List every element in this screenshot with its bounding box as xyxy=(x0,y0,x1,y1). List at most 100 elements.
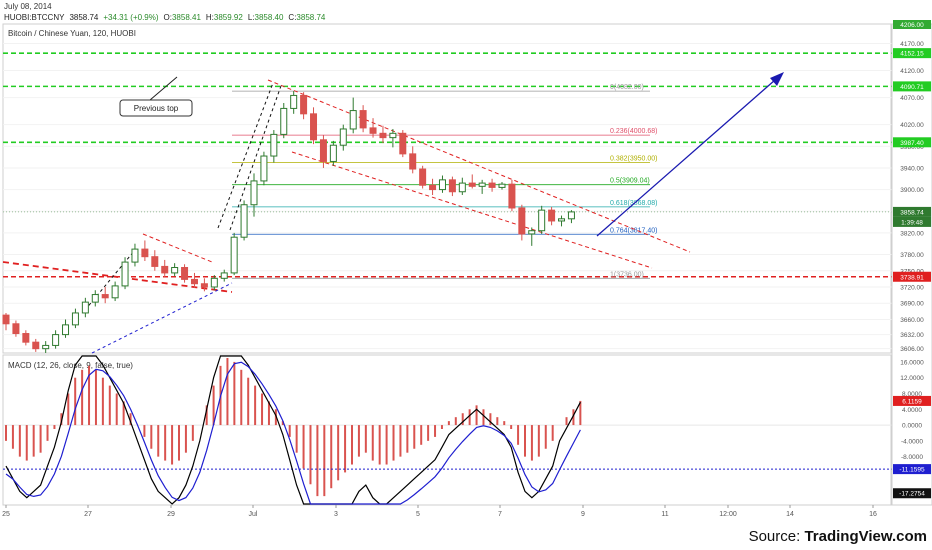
macd-value-tag xyxy=(893,464,931,475)
price-tick-label: 4070.00 xyxy=(900,95,924,102)
candle-body xyxy=(230,236,238,274)
level-price-tag xyxy=(893,137,931,148)
countdown-tag xyxy=(893,216,931,227)
trend-line xyxy=(291,151,653,269)
candle-body xyxy=(528,230,536,235)
candle-body xyxy=(81,301,89,314)
callout-box xyxy=(119,99,193,117)
price-tick-label: 3606.00 xyxy=(900,346,924,353)
price-tick-label: 3900.00 xyxy=(900,187,924,194)
level-price-tag xyxy=(893,81,931,92)
candle-body xyxy=(290,94,298,109)
candle-body xyxy=(300,94,308,115)
price-tick-label: 4120.00 xyxy=(900,68,924,75)
level-price-label: 3987.40 xyxy=(900,140,924,147)
candle-body xyxy=(349,110,357,130)
trend-line xyxy=(2,261,233,293)
level-price-label: 3738.91 xyxy=(900,274,924,281)
fib-level-label: 0.764(3817.40) xyxy=(610,227,657,234)
price-axis xyxy=(891,23,932,506)
macd-tick-label: 4.0000 xyxy=(902,407,922,414)
level-price-tag xyxy=(893,48,931,59)
macd-value-label: -11.1595 xyxy=(899,467,925,474)
candle-body xyxy=(369,127,377,134)
macd-tick-label: -4.0000 xyxy=(901,438,923,445)
trend-line xyxy=(142,233,213,263)
price-tick-label: 3980.00 xyxy=(900,144,924,151)
x-tick-label: 12:00 xyxy=(719,511,737,518)
candle-body xyxy=(538,209,546,232)
candle-body xyxy=(151,256,159,267)
candle-body xyxy=(250,180,258,206)
macd-value-label: 6.1159 xyxy=(902,398,922,405)
candle-body xyxy=(508,183,516,209)
candle-body xyxy=(548,209,556,222)
low-value: 3858.40 xyxy=(255,13,284,22)
last-price: 3858.74 xyxy=(69,13,98,22)
candle-body xyxy=(101,294,109,299)
candle-body xyxy=(220,272,228,279)
macd-value-tag xyxy=(893,488,931,499)
candle-body xyxy=(181,267,189,280)
callout-text: Previous top xyxy=(134,104,179,113)
fib-level-label: 0.382(3950.00) xyxy=(610,156,657,163)
price-tick-label: 4020.00 xyxy=(900,122,924,129)
candle-body xyxy=(458,182,466,193)
candle-body xyxy=(210,277,218,288)
candle-body xyxy=(71,312,79,326)
macd-tick-label: 12.0000 xyxy=(900,375,924,382)
candle-body xyxy=(319,139,327,162)
axis-top-box xyxy=(893,20,931,29)
axis-top-label: 4206.00 xyxy=(900,22,924,29)
x-tick-label: 16 xyxy=(869,511,877,518)
candle-body xyxy=(518,207,526,235)
candle-body xyxy=(280,107,288,135)
price-pane[interactable] xyxy=(2,23,892,354)
macd-tick-label: 0.0000 xyxy=(902,423,922,430)
previous-top-callout: Previous top xyxy=(119,76,193,117)
candle-body xyxy=(379,132,387,139)
price-tick-label: 3750.00 xyxy=(900,268,924,275)
macd-tick-label: 8.0000 xyxy=(902,391,922,398)
level-price-tag xyxy=(893,271,931,282)
fib-level-label: 0.5(3909.04) xyxy=(610,178,650,185)
candle-body xyxy=(52,334,60,346)
candle-body xyxy=(171,267,179,274)
candle-body xyxy=(409,153,417,170)
fib-level-label: 0(4082.00) xyxy=(610,84,644,91)
fib-level-label: 0.236(4000.68) xyxy=(610,128,657,135)
candle-body xyxy=(260,155,268,182)
x-tick-label: 3 xyxy=(334,511,338,518)
candle-body xyxy=(22,333,30,343)
candle-body xyxy=(359,110,367,129)
macd-pane[interactable] xyxy=(2,354,892,506)
price-tick-label: 3820.00 xyxy=(900,230,924,237)
trend-line xyxy=(91,282,233,354)
candle-body xyxy=(389,132,397,139)
chart-title: Bitcoin / Chinese Yuan, 120, HUOBI xyxy=(8,29,136,38)
candle-body xyxy=(438,179,446,191)
x-tick-label: 9 xyxy=(581,511,585,518)
macd-label: MACD (12, 26, close, 9, false, true) xyxy=(8,361,133,370)
candle-body xyxy=(567,211,575,220)
header-date: July 08, 2014 xyxy=(4,2,52,11)
macd-tick-label: 16.0000 xyxy=(900,359,924,366)
macd-line xyxy=(5,355,581,505)
arrow-head xyxy=(770,72,784,86)
ticker: HUOBI:BTCCNY xyxy=(4,13,65,22)
price-tick-label: 3720.00 xyxy=(900,284,924,291)
x-tick-label: 7 xyxy=(498,511,502,518)
open-value: 3858.41 xyxy=(172,13,201,22)
candle-body xyxy=(131,248,139,263)
header-quote: HUOBI:BTCCNY 3858.74 +34.31 (+0.9%) O:3858.… xyxy=(4,13,326,22)
price-tick-label: 4170.00 xyxy=(900,41,924,48)
x-tick-label: 11 xyxy=(661,511,668,518)
candle-body xyxy=(310,113,318,141)
candle-body xyxy=(62,324,70,336)
candle-body xyxy=(558,218,566,222)
macd-tick-label: -8.0000 xyxy=(901,454,923,461)
price-tick-label: 3690.00 xyxy=(900,301,924,308)
candle-body xyxy=(339,128,347,146)
